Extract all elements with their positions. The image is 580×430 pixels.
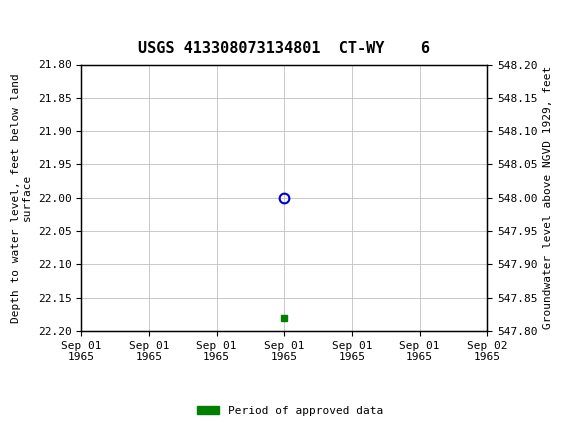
Text: ≡: ≡: [9, 8, 34, 37]
Legend: Period of approved data: Period of approved data: [193, 401, 387, 420]
Y-axis label: Groundwater level above NGVD 1929, feet: Groundwater level above NGVD 1929, feet: [543, 66, 553, 329]
Y-axis label: Depth to water level, feet below land
surface: Depth to water level, feet below land su…: [10, 73, 32, 322]
Title: USGS 413308073134801  CT-WY    6: USGS 413308073134801 CT-WY 6: [138, 41, 430, 56]
Text: USGS: USGS: [42, 13, 102, 32]
